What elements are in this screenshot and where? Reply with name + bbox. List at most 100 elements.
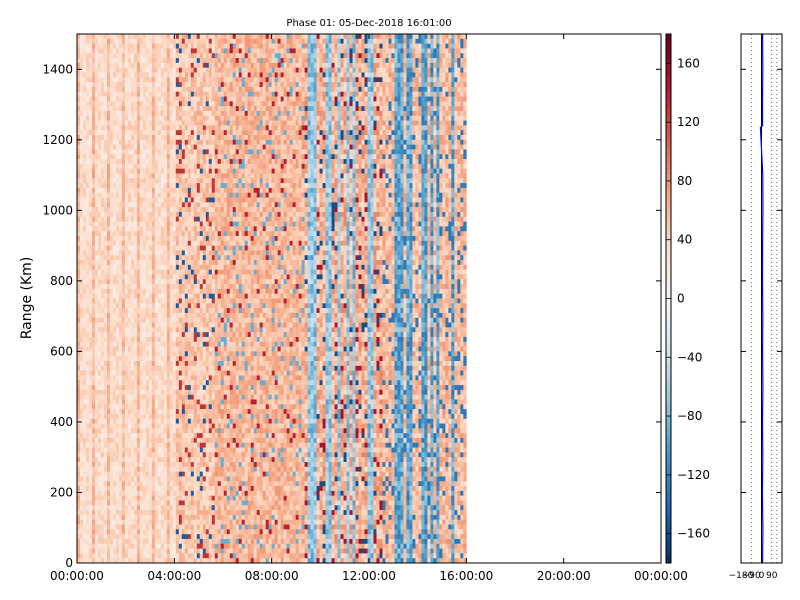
heatmap-cell	[148, 303, 153, 309]
heatmap-cell	[130, 505, 135, 511]
heatmap-cell	[124, 308, 129, 314]
heatmap-cell	[169, 548, 174, 554]
heatmap-cell	[103, 558, 108, 564]
heatmap-cell	[151, 91, 156, 97]
heatmap-cell	[124, 216, 129, 222]
heatmap-cell	[190, 120, 195, 126]
heatmap-cell	[97, 43, 102, 49]
heatmap-cell	[100, 548, 105, 554]
heatmap-cell	[145, 101, 150, 107]
heatmap-cell	[121, 327, 126, 333]
heatmap-cell	[193, 149, 198, 155]
heatmap-cell	[166, 130, 171, 136]
heatmap-cell	[175, 303, 180, 309]
heatmap-cell	[169, 428, 174, 434]
heatmap-cell	[163, 288, 168, 294]
heatmap-cell	[169, 144, 174, 150]
heatmap-cell	[160, 524, 165, 530]
heatmap-cell	[193, 245, 198, 251]
heatmap-cell	[100, 255, 105, 261]
heatmap-cell	[163, 240, 168, 246]
heatmap-cell	[166, 409, 171, 415]
heatmap-cell	[166, 202, 171, 208]
heatmap-cell	[184, 524, 189, 530]
heatmap-cell	[115, 279, 120, 285]
heatmap-cell	[154, 178, 159, 184]
heatmap-cell	[118, 399, 123, 405]
heatmap-cell	[211, 216, 216, 222]
heatmap-cell	[94, 250, 99, 256]
heatmap-cell	[115, 101, 120, 107]
heatmap-cell	[202, 332, 207, 338]
heatmap-cell	[178, 308, 183, 314]
heatmap-cell	[112, 48, 117, 54]
heatmap-cell	[166, 187, 171, 193]
heatmap-cell	[154, 370, 159, 376]
heatmap-cell	[139, 221, 144, 227]
heatmap-cell	[133, 332, 138, 338]
heatmap-cell	[208, 553, 213, 559]
heatmap-cell	[109, 514, 114, 521]
heatmap-cell	[202, 96, 207, 102]
heatmap-cell	[211, 77, 216, 83]
heatmap-cell	[112, 548, 117, 554]
heatmap-cell	[106, 293, 111, 299]
heatmap-cell	[121, 370, 126, 376]
heatmap-cell	[172, 255, 177, 261]
heatmap-cell	[139, 548, 144, 554]
heatmap-cell	[130, 389, 135, 395]
heatmap-cell	[100, 91, 105, 97]
heatmap-cell	[88, 428, 93, 434]
heatmap-cell	[118, 43, 123, 49]
heatmap-cell	[118, 260, 123, 266]
heatmap-cell	[115, 77, 120, 83]
heatmap-cell	[196, 173, 201, 179]
heatmap-cell	[187, 183, 192, 189]
heatmap-cell	[166, 303, 171, 309]
heatmap-cell	[181, 264, 186, 270]
heatmap-cell	[160, 505, 165, 511]
heatmap-cell	[109, 409, 114, 415]
heatmap-cell	[118, 187, 123, 193]
heatmap-cell	[82, 91, 87, 97]
heatmap-cell	[190, 312, 195, 319]
heatmap-cell	[205, 72, 210, 78]
heatmap-cell	[82, 298, 87, 304]
heatmap-cell	[187, 558, 192, 564]
heatmap-cell	[121, 178, 126, 184]
heatmap-cell	[166, 466, 171, 472]
heatmap-cell	[115, 486, 120, 492]
heatmap-cell	[133, 385, 138, 391]
heatmap-cell	[118, 428, 123, 434]
heatmap-cell	[169, 486, 174, 492]
heatmap-cell	[166, 327, 171, 333]
heatmap-cell	[169, 418, 174, 424]
heatmap-cell	[211, 159, 216, 165]
heatmap-cell	[79, 375, 84, 381]
heatmap-cell	[175, 115, 180, 121]
heatmap-cell	[133, 404, 138, 410]
heatmap-cell	[166, 192, 171, 198]
heatmap-cell	[97, 67, 102, 73]
heatmap-cell	[77, 543, 81, 549]
heatmap-cell	[79, 356, 84, 362]
heatmap-cell	[199, 437, 204, 444]
heatmap-cell	[142, 399, 147, 405]
heatmap-cell	[124, 486, 129, 492]
heatmap-cell	[166, 77, 171, 83]
heatmap-cell	[77, 62, 81, 68]
heatmap-cell	[190, 207, 195, 213]
heatmap-cell	[160, 462, 165, 468]
heatmap-cell	[106, 269, 111, 275]
heatmap-cell	[97, 211, 102, 218]
heatmap-cell	[94, 471, 99, 477]
heatmap-cell	[109, 462, 114, 468]
heatmap-cell	[190, 380, 195, 386]
heatmap-cell	[130, 380, 135, 386]
heatmap-cell	[202, 250, 207, 256]
heatmap-cell	[82, 245, 87, 251]
heatmap-cell	[112, 163, 117, 169]
heatmap-cell	[139, 197, 144, 203]
heatmap-cell	[202, 197, 207, 203]
heatmap-cell	[178, 211, 183, 218]
